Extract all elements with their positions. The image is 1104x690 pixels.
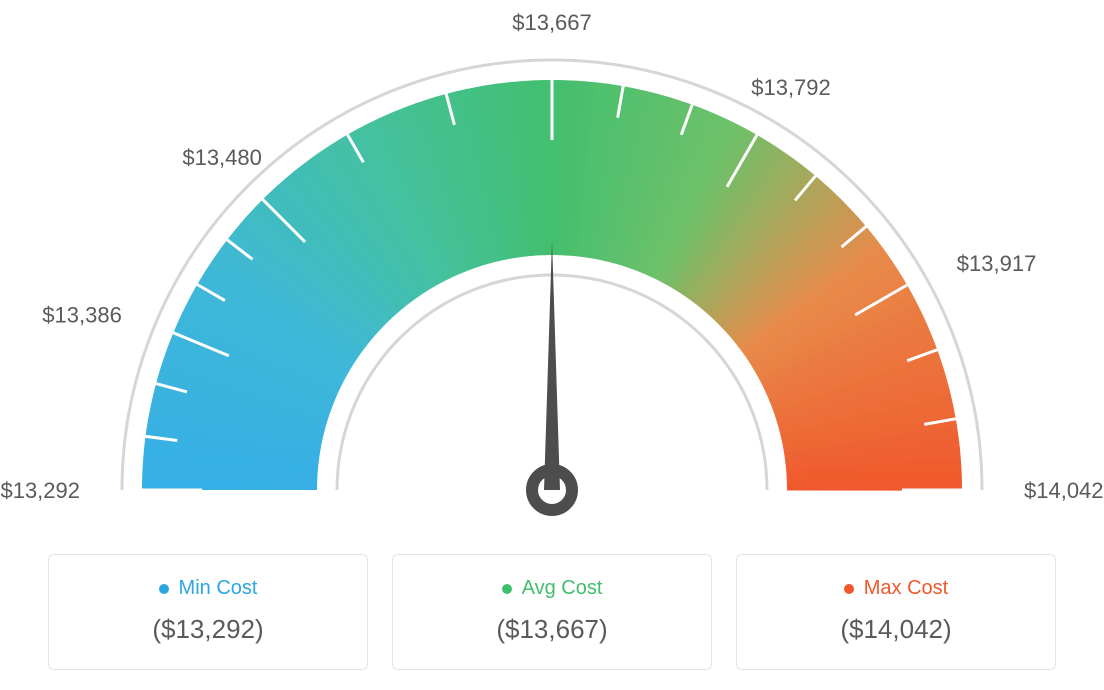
gauge-tick-label: $13,292 — [0, 478, 80, 503]
gauge-tick-label: $13,386 — [42, 302, 122, 327]
gauge-svg: $13,292 $13,386 $13,480 $13,667 $13,792 $13,9… — [0, 0, 1104, 540]
card-avg-cost: Avg Cost ($13,667) — [392, 554, 712, 670]
gauge-needle — [544, 240, 560, 490]
card-avg-value: ($13,667) — [403, 614, 701, 645]
card-min-title: Min Cost — [159, 577, 258, 600]
card-avg-title-text: Avg Cost — [522, 577, 603, 600]
gauge-tick-label: $13,667 — [512, 10, 592, 35]
card-max-title: Max Cost — [844, 577, 948, 600]
card-max-value: ($14,042) — [747, 614, 1045, 645]
gauge-tick-label: $13,917 — [957, 251, 1037, 276]
dot-min-icon — [159, 584, 169, 594]
legend-row: Min Cost ($13,292) Avg Cost ($13,667) Ma… — [0, 554, 1104, 670]
gauge-tick-label: $13,792 — [751, 75, 831, 100]
card-avg-title: Avg Cost — [502, 577, 603, 600]
gauge-chart: $13,292 $13,386 $13,480 $13,667 $13,792 $13,9… — [0, 0, 1104, 530]
dot-max-icon — [844, 584, 854, 594]
card-max-cost: Max Cost ($14,042) — [736, 554, 1056, 670]
dot-avg-icon — [502, 584, 512, 594]
gauge-tick-label: $13,480 — [182, 145, 262, 170]
card-max-title-text: Max Cost — [864, 577, 948, 600]
gauge-tick-label: $14,042 — [1024, 478, 1104, 503]
card-min-cost: Min Cost ($13,292) — [48, 554, 368, 670]
card-min-value: ($13,292) — [59, 614, 357, 645]
card-min-title-text: Min Cost — [179, 577, 258, 600]
